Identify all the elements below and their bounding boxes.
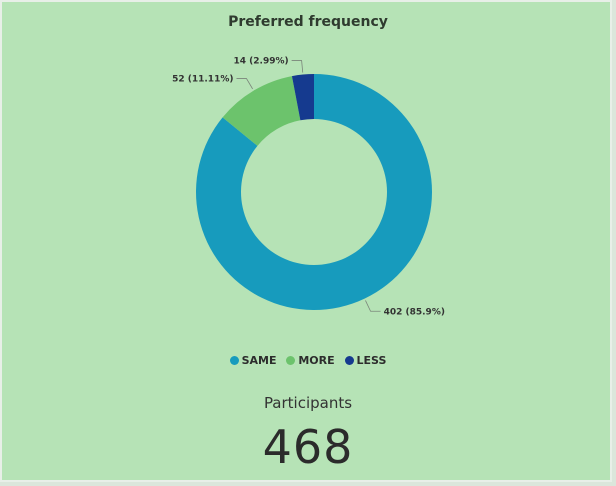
legend-dot-more — [286, 356, 296, 365]
legend-label-less: LESS — [356, 354, 387, 367]
slice-less[interactable] — [291, 74, 314, 121]
data-label-same: 402 (85.9%) — [384, 307, 445, 317]
leader-line-less — [291, 60, 304, 73]
legend-dot-less — [344, 356, 354, 365]
donut-chart: 402 (85.9%) 52 (11.11%)14 (2.99%) — [172, 57, 445, 318]
data-label-less: 14 (2.99%) — [234, 57, 289, 67]
leader-line-more — [236, 78, 253, 90]
chart-title: Preferred frequency — [228, 14, 388, 30]
data-label-more: 52 (11.11%) — [172, 75, 233, 85]
leader-line-same — [365, 300, 381, 312]
kpi-value: 468 — [262, 420, 354, 474]
legend-label-more: MORE — [298, 354, 335, 367]
chart-legend: SAME MORE LESS — [2, 354, 614, 367]
legend-item-same[interactable]: SAME — [229, 354, 277, 367]
slice-more[interactable] — [222, 76, 301, 146]
slice-same[interactable] — [196, 74, 433, 310]
kpi-label: Participants — [263, 394, 353, 412]
legend-item-less[interactable]: LESS — [344, 354, 387, 367]
legend-dot-same — [229, 356, 239, 365]
legend-item-more[interactable]: MORE — [286, 354, 335, 367]
legend-label-same: SAME — [241, 354, 277, 367]
